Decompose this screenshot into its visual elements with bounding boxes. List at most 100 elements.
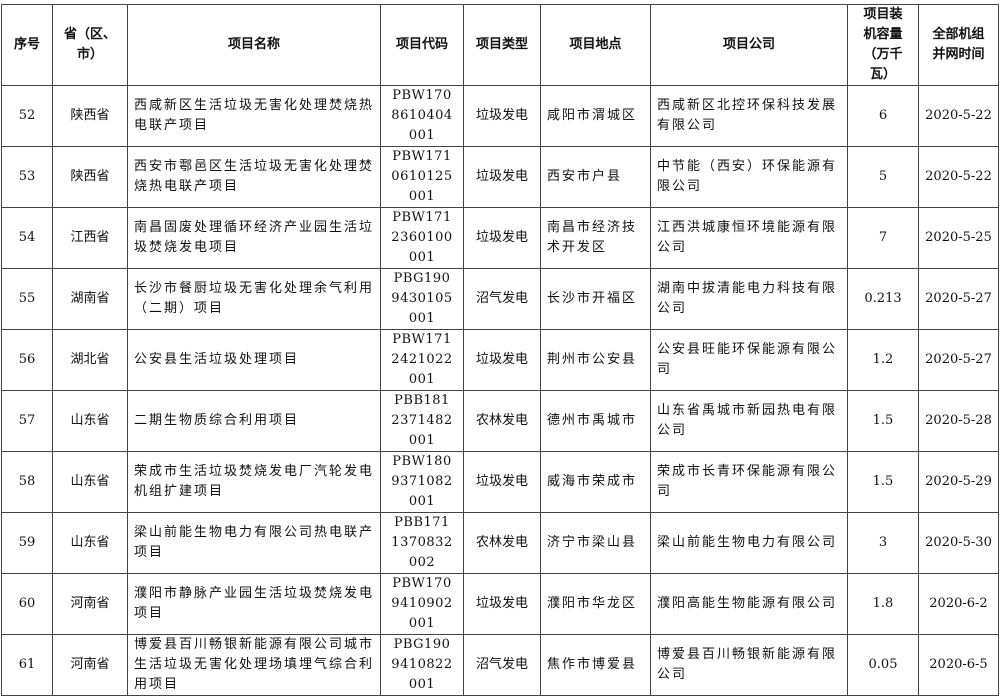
table-row: 58 山东省 荣成市生活垃圾焚烧发电厂汽轮发电机组扩建项目 PBW1809371082… [1, 451, 999, 513]
table-cell: 长沙市餐厨垃圾无害化处理余气利用（二期）项目 [127, 268, 381, 330]
table-cell: 湖南省 [52, 268, 128, 330]
table-cell: PBG1909410822001 [380, 634, 464, 696]
table-cell: 2020-5-22 [918, 85, 999, 147]
table-cell: 濮阳高能生物能源有限公司 [650, 573, 848, 635]
table-cell: 农林发电 [463, 390, 541, 452]
table-cell: 2020-5-25 [918, 207, 999, 269]
table-cell: 6 [847, 85, 919, 147]
table-cell: 湖北省 [52, 329, 128, 391]
header-cell: 全部机组并网时间 [918, 4, 999, 86]
table-row: 53 陕西省 西安市鄠邑区生活垃圾无害化处理焚烧热电联产项目 PBW171061012… [1, 146, 999, 208]
table-cell: 西咸新区北控环保科技发展有限公司 [650, 85, 848, 147]
table-cell: 2020-5-28 [918, 390, 999, 452]
table-cell: 威海市荣成市 [540, 451, 651, 513]
table-cell: 57 [1, 390, 53, 452]
table-row: 52 陕西省 西咸新区生活垃圾无害化处理焚烧热电联产项目 PBW17086104040… [1, 85, 999, 147]
table-cell: 1.5 [847, 451, 919, 513]
table-cell: 0.213 [847, 268, 919, 330]
table-row: 59 山东省 梁山前能生物电力有限公司热电联产项目 PBB1711370832002 农… [1, 512, 999, 574]
table-cell: 公安县旺能环保能源有限公司 [650, 329, 848, 391]
table-cell: PBW1809371082001 [380, 451, 464, 513]
table-cell: 2020-5-27 [918, 329, 999, 391]
table-cell: 荣成市生活垃圾焚烧发电厂汽轮发电机组扩建项目 [127, 451, 381, 513]
table-cell: 河南省 [52, 573, 128, 635]
table-cell: PBB1711370832002 [380, 512, 464, 574]
table-cell: 二期生物质综合利用项目 [127, 390, 381, 452]
table-cell: 梁山前能生物电力有限公司 [650, 512, 848, 574]
table-row: 57 山东省 二期生物质综合利用项目 PBB1812371482001 农林发电 德州市禹… [1, 390, 999, 452]
table-cell: 2020-5-29 [918, 451, 999, 513]
header-cell: 项目名称 [127, 4, 381, 86]
table-cell: 2020-6-2 [918, 573, 999, 635]
page: {"table": { "header": ["序号", "省（区、市）", "… [1, 4, 999, 696]
table-cell: 0.05 [847, 634, 919, 696]
table-cell: 52 [1, 85, 53, 147]
table-cell: PBW1710610125001 [380, 146, 464, 208]
table-cell: 山东省禹城市新园热电有限公司 [650, 390, 848, 452]
table-cell: 3 [847, 512, 919, 574]
header-row: 序号 省（区、市） 项目名称 项目代码 项目类型 项目地点 项目公司 项目装机容量（万千瓦）全… [1, 4, 999, 86]
table-cell: 陕西省 [52, 85, 128, 147]
table-cell: 长沙市开福区 [540, 268, 651, 330]
table-cell: 荣成市长青环保能源有限公司 [650, 451, 848, 513]
table-row: 60 河南省 濮阳市静脉产业园生活垃圾焚烧发电项目 PBW1709410902001 垃… [1, 573, 999, 635]
table-cell: 2020-5-30 [918, 512, 999, 574]
table-cell: 1.2 [847, 329, 919, 391]
table-cell: 西安市鄠邑区生活垃圾无害化处理焚烧热电联产项目 [127, 146, 381, 208]
table-cell: 濮阳市华龙区 [540, 573, 651, 635]
table-cell: 5 [847, 146, 919, 208]
header-cell: 项目地点 [540, 4, 651, 86]
table-cell: 江西洪城康恒环境能源有限公司 [650, 207, 848, 269]
table-cell: 2020-6-5 [918, 634, 999, 696]
table-cell: 中节能（西安）环保能源有限公司 [650, 146, 848, 208]
table-cell: 博爱县百川畅银新能源有限公司 [650, 634, 848, 696]
table-cell: 55 [1, 268, 53, 330]
table-cell: 58 [1, 451, 53, 513]
table-cell: 南昌固废处理循环经济产业园生活垃圾焚烧发电项目 [127, 207, 381, 269]
table-cell: 焦作市博爱县 [540, 634, 651, 696]
table-row: 61 河南省 博爱县百川畅银新能源有限公司城市生活垃圾无害化处理场填埋气综合利用项目… [1, 634, 999, 696]
table-cell: 江西省 [52, 207, 128, 269]
table-cell: 56 [1, 329, 53, 391]
table-cell: 德州市禹城市 [540, 390, 651, 452]
table-cell: 山东省 [52, 390, 128, 452]
table-cell: PBG1909430105001 [380, 268, 464, 330]
table-cell: PBW1709410902001 [380, 573, 464, 635]
table-cell: 南昌市经济技术开发区 [540, 207, 651, 269]
table-cell: 咸阳市渭城区 [540, 85, 651, 147]
table-row: 56 湖北省 公安县生活垃圾处理项目 PBW1712421022001 垃圾发电 荆州市公… [1, 329, 999, 391]
table-cell: 54 [1, 207, 53, 269]
table-cell: 济宁市梁山县 [540, 512, 651, 574]
table-cell: 山东省 [52, 451, 128, 513]
table-cell: 53 [1, 146, 53, 208]
table-cell: PBB1812371482001 [380, 390, 464, 452]
table-cell: 湖南中拔清能电力科技有限公司 [650, 268, 848, 330]
table-cell: 垃圾发电 [463, 85, 541, 147]
table-body: 52 陕西省 西咸新区生活垃圾无害化处理焚烧热电联产项目 PBW17086104040… [1, 85, 999, 696]
table-cell: 7 [847, 207, 919, 269]
header-cell: 省（区、市） [52, 4, 128, 86]
table-cell: 西安市户县 [540, 146, 651, 208]
table-cell: 陕西省 [52, 146, 128, 208]
table-cell: 河南省 [52, 634, 128, 696]
table-row: 55 湖南省 长沙市餐厨垃圾无害化处理余气利用（二期）项目 PBG1909430105… [1, 268, 999, 330]
table-cell: 山东省 [52, 512, 128, 574]
table-cell: 59 [1, 512, 53, 574]
table-cell: 1.8 [847, 573, 919, 635]
header-cell: 项目代码 [380, 4, 464, 86]
table-cell: 农林发电 [463, 512, 541, 574]
table-row: 54 江西省 南昌固废处理循环经济产业园生活垃圾焚烧发电项目 PBW171236010… [1, 207, 999, 269]
table-cell: 西咸新区生活垃圾无害化处理焚烧热电联产项目 [127, 85, 381, 147]
table-cell: 垃圾发电 [463, 146, 541, 208]
table-cell: 濮阳市静脉产业园生活垃圾焚烧发电项目 [127, 573, 381, 635]
table-cell: PBW1712360100001 [380, 207, 464, 269]
table-cell: 荆州市公安县 [540, 329, 651, 391]
table-cell: 垃圾发电 [463, 573, 541, 635]
table-cell: 垃圾发电 [463, 207, 541, 269]
header-cell: 项目类型 [463, 4, 541, 86]
table-cell: 垃圾发电 [463, 451, 541, 513]
project-table: 序号 省（区、市） 项目名称 项目代码 项目类型 项目地点 项目公司 项目装机容量（万千瓦）全… [1, 4, 999, 696]
table-cell: 沼气发电 [463, 268, 541, 330]
header-cell: 序号 [1, 4, 53, 86]
table-cell: PBW1708610404001 [380, 85, 464, 147]
